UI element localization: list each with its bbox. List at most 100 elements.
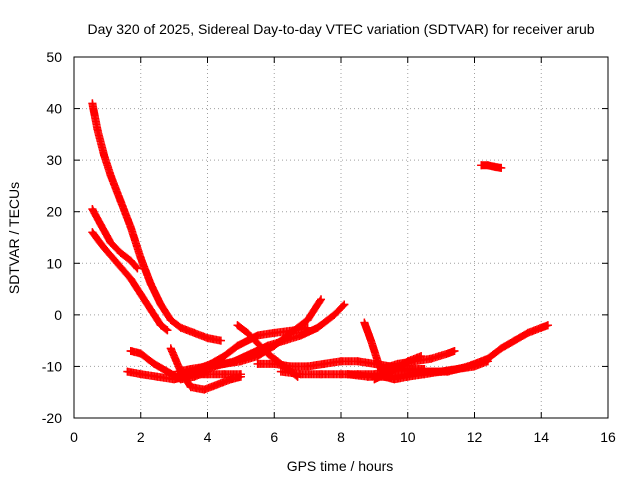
data-point	[280, 336, 289, 345]
y-tick-label: 40	[46, 101, 62, 117]
data-point	[88, 205, 97, 214]
x-tick-label: 6	[270, 429, 278, 445]
data-point	[510, 336, 519, 345]
data-point	[123, 367, 132, 376]
series-track-9	[180, 323, 312, 379]
series-track-2	[88, 205, 142, 273]
x-tick-label: 12	[467, 429, 483, 445]
data-point	[463, 362, 472, 371]
data-point	[163, 326, 172, 335]
data-point	[220, 352, 229, 361]
data-point	[243, 328, 252, 337]
data-point	[150, 359, 159, 368]
data-point	[233, 321, 242, 330]
x-tick-label: 0	[70, 429, 78, 445]
data-point	[126, 347, 135, 355]
data-point	[106, 238, 115, 247]
data-point	[116, 197, 125, 206]
data-point	[93, 125, 102, 134]
data-point	[206, 359, 215, 368]
y-tick-label: -20	[42, 410, 62, 426]
data-point	[100, 243, 108, 252]
data-point	[403, 370, 412, 379]
data-point	[253, 339, 262, 348]
y-tick-label: -10	[42, 358, 62, 374]
data-point	[313, 323, 322, 332]
x-tick-label: 14	[533, 429, 549, 445]
data-point	[136, 370, 145, 379]
data-point	[200, 385, 209, 394]
data-point	[126, 274, 135, 283]
data-point	[203, 334, 212, 343]
data-point	[156, 321, 165, 330]
data-point	[483, 161, 492, 170]
data-point	[303, 323, 312, 332]
data-point	[387, 367, 396, 376]
data-point	[88, 228, 97, 237]
data-point	[136, 254, 145, 263]
y-tick-label: 20	[46, 204, 62, 220]
data-point	[276, 367, 285, 376]
data-point	[136, 290, 145, 299]
data-point	[270, 359, 279, 368]
y-tick-label: 0	[54, 307, 62, 323]
x-tick-label: 10	[400, 429, 416, 445]
data-point	[153, 372, 162, 381]
data-point	[236, 372, 245, 381]
data-point	[543, 321, 552, 330]
y-axis-label: SDTVAR / TECUs	[6, 182, 22, 294]
data-point	[113, 259, 122, 268]
series-track-6	[166, 344, 245, 394]
y-tick-label: 50	[46, 49, 62, 65]
data-point	[450, 347, 459, 355]
data-point	[443, 367, 452, 376]
y-tick-label: 30	[46, 152, 62, 168]
data-point	[370, 375, 379, 384]
data-point	[133, 264, 142, 273]
data-point	[490, 162, 499, 171]
data-point	[296, 370, 305, 379]
x-tick-label: 2	[137, 429, 145, 445]
data-point	[360, 318, 369, 327]
data-point	[270, 328, 279, 337]
data-point	[146, 279, 155, 288]
data-point	[136, 349, 145, 358]
data-point	[230, 357, 239, 366]
data-point	[403, 357, 412, 366]
data-point	[163, 367, 172, 376]
data-point	[146, 305, 155, 314]
data-point	[263, 349, 272, 358]
data-point	[317, 370, 325, 379]
data-point	[170, 375, 179, 384]
data-point	[253, 359, 262, 368]
x-tick-label: 16	[600, 429, 616, 445]
data-point	[186, 383, 195, 392]
x-tick-label: 8	[337, 429, 345, 445]
data-point	[213, 380, 222, 389]
data-point	[226, 375, 235, 384]
data-point	[243, 336, 252, 345]
series-track-16	[370, 352, 426, 384]
data-point	[483, 354, 492, 363]
data-point	[497, 163, 506, 172]
data-point	[106, 171, 115, 180]
data-point	[337, 370, 345, 379]
series-track-3	[88, 228, 172, 335]
data-point	[233, 341, 242, 350]
data-point	[303, 362, 312, 371]
data-point	[340, 300, 349, 309]
data-point	[337, 357, 345, 366]
data-point	[88, 99, 97, 108]
plot-frame	[73, 56, 609, 419]
data-point	[477, 161, 486, 170]
data-point	[443, 349, 452, 358]
data-point	[246, 349, 255, 358]
data-point	[116, 249, 125, 257]
data-point	[423, 367, 432, 376]
data-point	[126, 256, 135, 265]
data-point	[537, 323, 546, 332]
data-point	[417, 352, 426, 361]
data-point	[253, 331, 262, 340]
tick-labels: 0 2 4 6 8 10 12 14 16 -20 -10 0 10 20 30 40 50	[42, 49, 616, 445]
